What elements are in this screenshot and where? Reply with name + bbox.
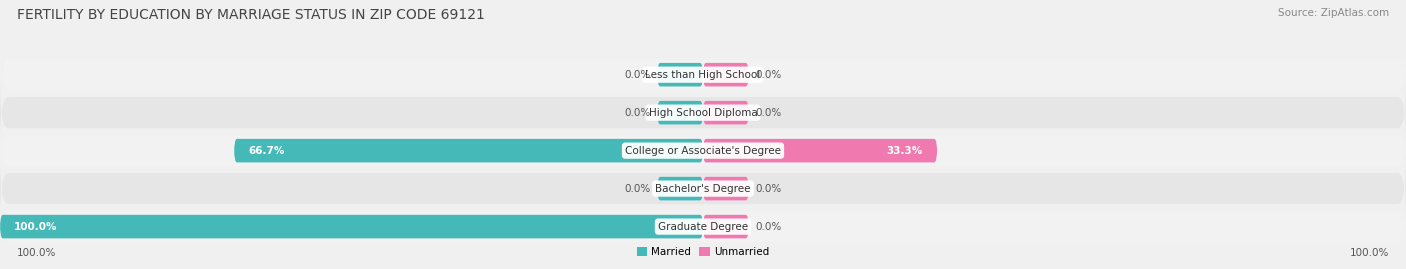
Text: 0.0%: 0.0% <box>756 184 782 194</box>
Text: Source: ZipAtlas.com: Source: ZipAtlas.com <box>1278 8 1389 18</box>
Text: 0.0%: 0.0% <box>756 70 782 80</box>
Text: Less than High School: Less than High School <box>645 70 761 80</box>
Text: 100.0%: 100.0% <box>14 222 58 232</box>
FancyBboxPatch shape <box>657 63 703 86</box>
FancyBboxPatch shape <box>657 101 703 125</box>
Text: 100.0%: 100.0% <box>1350 248 1389 258</box>
FancyBboxPatch shape <box>703 139 936 162</box>
FancyBboxPatch shape <box>703 101 749 125</box>
FancyBboxPatch shape <box>0 197 1406 257</box>
Text: FERTILITY BY EDUCATION BY MARRIAGE STATUS IN ZIP CODE 69121: FERTILITY BY EDUCATION BY MARRIAGE STATU… <box>17 8 485 22</box>
FancyBboxPatch shape <box>703 177 749 200</box>
Text: Graduate Degree: Graduate Degree <box>658 222 748 232</box>
FancyBboxPatch shape <box>0 83 1406 143</box>
Text: 100.0%: 100.0% <box>17 248 56 258</box>
FancyBboxPatch shape <box>0 215 703 238</box>
Legend: Married, Unmarried: Married, Unmarried <box>633 243 773 261</box>
Text: 0.0%: 0.0% <box>756 222 782 232</box>
Text: 0.0%: 0.0% <box>624 70 650 80</box>
Text: College or Associate's Degree: College or Associate's Degree <box>626 146 780 156</box>
Text: 0.0%: 0.0% <box>756 108 782 118</box>
FancyBboxPatch shape <box>0 121 1406 181</box>
Text: Bachelor's Degree: Bachelor's Degree <box>655 184 751 194</box>
FancyBboxPatch shape <box>0 159 1406 219</box>
Text: High School Diploma: High School Diploma <box>648 108 758 118</box>
Text: 33.3%: 33.3% <box>887 146 922 156</box>
Text: 0.0%: 0.0% <box>624 108 650 118</box>
FancyBboxPatch shape <box>657 177 703 200</box>
Text: 0.0%: 0.0% <box>624 184 650 194</box>
FancyBboxPatch shape <box>233 139 703 162</box>
FancyBboxPatch shape <box>0 45 1406 105</box>
FancyBboxPatch shape <box>703 215 749 238</box>
FancyBboxPatch shape <box>703 63 749 86</box>
Text: 66.7%: 66.7% <box>247 146 284 156</box>
